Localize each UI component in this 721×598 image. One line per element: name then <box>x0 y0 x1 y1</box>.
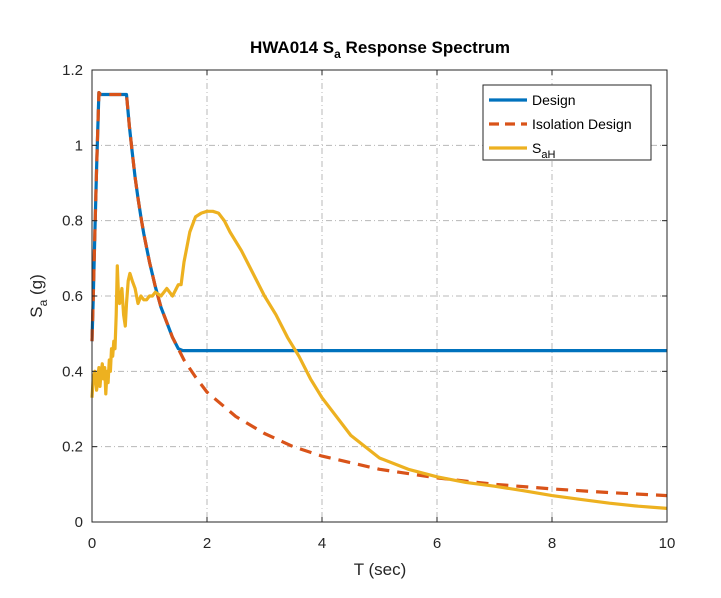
x-tick-label: 2 <box>203 535 211 552</box>
legend-label-isolation-design: Isolation Design <box>532 116 632 132</box>
y-axis-label: Sa (g) <box>27 274 50 318</box>
series-line-isolation-design <box>90 91 668 498</box>
x-tick-label: 6 <box>433 535 441 552</box>
chart-title: HWA014 Sa Response Spectrum <box>250 38 510 61</box>
y-tick-label: 0.6 <box>62 288 83 305</box>
legend: Design Isolation Design SaH <box>482 84 652 161</box>
y-tick-label: 1 <box>75 137 83 154</box>
legend-label-design: Design <box>532 92 576 108</box>
y-tick-label: 0.2 <box>62 439 83 456</box>
x-tick-label: 8 <box>548 535 556 552</box>
y-tick-labels: 0 0.2 0.4 0.6 0.8 1 1.2 <box>62 62 83 531</box>
legend-label-sah: SaH <box>532 140 555 161</box>
grid-lines <box>92 70 667 522</box>
x-tick-labels: 0 2 4 6 8 10 <box>88 535 676 552</box>
series-layer <box>90 91 668 510</box>
series-line-sah <box>90 209 668 510</box>
x-tick-label: 4 <box>318 535 326 552</box>
y-tick-label: 1.2 <box>62 62 83 79</box>
y-tick-label: 0 <box>75 514 83 531</box>
y-tick-label: 0.8 <box>62 213 83 230</box>
x-axis-label: T (sec) <box>354 560 407 579</box>
x-tick-label: 10 <box>659 535 676 552</box>
x-tick-label: 0 <box>88 535 96 552</box>
tick-marks <box>91 69 668 523</box>
y-tick-label: 0.4 <box>62 363 83 380</box>
